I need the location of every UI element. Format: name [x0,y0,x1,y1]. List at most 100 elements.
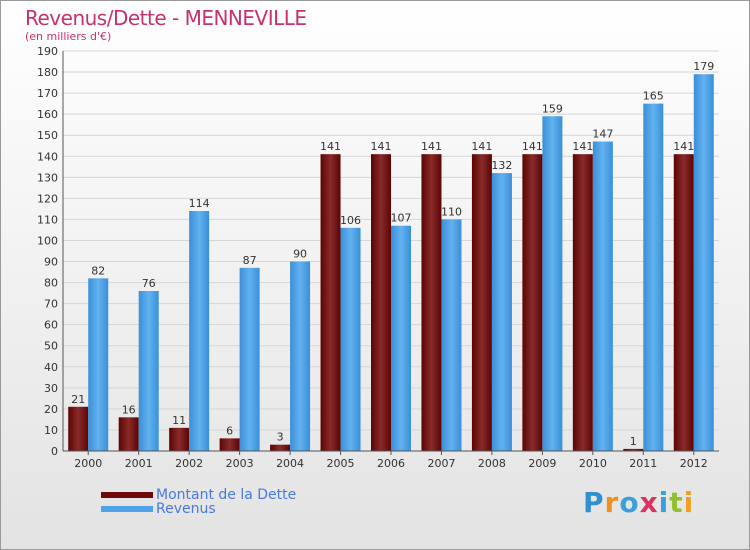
bar-revenus [340,227,361,451]
y-tick-label: 150 [37,129,58,142]
bar-dette [471,154,492,451]
chart-title: Revenus/Dette - MENNEVILLE [25,6,307,30]
logo-letter: P [583,486,605,519]
data-label-revenus: 165 [643,90,664,103]
data-label-revenus: 90 [293,248,307,261]
y-tick-label: 140 [37,150,58,163]
bar-revenus [643,103,664,451]
x-tick-label: 2004 [276,457,304,470]
y-tick-label: 70 [44,298,58,311]
data-label-dette: 141 [471,140,492,153]
data-label-revenus: 110 [441,205,462,218]
bar-dette [320,154,341,451]
chart-subtitle: (en milliers d'€) [25,30,112,43]
y-tick-label: 40 [44,361,58,374]
legend-swatch-revenus [101,506,153,512]
data-label-revenus: 107 [391,212,412,225]
y-tick-label: 130 [37,171,58,184]
y-tick-label: 170 [37,87,58,100]
data-label-revenus: 114 [189,197,210,210]
logo-letter: o [619,486,640,519]
data-label-dette: 1 [630,435,637,448]
bar-dette [118,417,139,451]
bar-revenus [391,225,411,451]
bar-revenus [290,261,311,451]
y-tick-label: 30 [44,382,58,395]
bar-revenus [491,173,512,451]
data-label-revenus: 147 [592,128,613,141]
bar-revenus [239,267,260,451]
bar-revenus [693,74,714,451]
bar-revenus [542,116,563,452]
y-tick-label: 120 [37,192,58,205]
logo-letter: r [604,486,620,519]
bar-dette [68,406,89,451]
y-tick-label: 60 [44,319,58,332]
data-label-dette: 141 [522,140,543,153]
data-label-revenus: 82 [91,264,105,277]
bar-dette [673,154,694,451]
data-label-revenus: 159 [542,102,563,115]
data-label-dette: 141 [371,140,392,153]
data-label-revenus: 76 [142,277,156,290]
x-tick-label: 2012 [680,457,708,470]
x-tick-label: 2005 [327,457,355,470]
x-tick-label: 2003 [226,457,254,470]
data-label-dette: 3 [277,431,284,444]
legend-label-revenus: Revenus [156,501,216,517]
x-tick-label: 2009 [528,457,556,470]
bar-dette [623,448,644,451]
bar-revenus [592,141,613,452]
data-label-revenus: 132 [491,159,512,172]
data-label-revenus: 87 [243,254,257,267]
logo-letter: t [669,486,684,519]
data-label-revenus: 179 [693,60,714,73]
y-tick-label: 110 [37,213,58,226]
data-label-dette: 141 [320,140,341,153]
y-tick-label: 190 [37,45,58,58]
bar-dette [522,154,543,451]
data-label-revenus: 106 [340,214,361,227]
bar-dette [219,438,240,451]
legend-label-dette: Montant de la Dette [156,487,297,503]
data-label-dette: 11 [172,414,186,427]
data-label-dette: 141 [673,140,694,153]
x-tick-label: 2008 [478,457,506,470]
logo-letter: x [639,486,659,519]
x-tick-label: 2001 [125,457,153,470]
y-tick-label: 80 [44,277,58,290]
y-tick-label: 20 [44,403,58,416]
bar-dette [572,154,593,451]
y-tick-label: 0 [51,445,58,458]
y-tick-label: 100 [37,234,58,247]
bar-dette [371,154,391,451]
data-label-dette: 141 [572,140,593,153]
data-label-dette: 6 [226,424,233,437]
bar-dette [270,444,291,451]
y-tick-label: 180 [37,66,58,79]
data-label-dette: 21 [71,393,85,406]
y-tick-label: 160 [37,108,58,121]
bar-revenus [441,219,462,451]
bar-revenus [189,211,210,451]
bar-dette [421,154,442,451]
x-tick-label: 2011 [629,457,657,470]
x-tick-label: 2000 [74,457,102,470]
data-label-dette: 141 [421,140,442,153]
proxiti-logo: Proxiti [583,486,694,519]
bar-revenus [88,278,109,451]
data-label-dette: 16 [122,403,136,416]
x-tick-label: 2010 [579,457,607,470]
x-tick-label: 2002 [175,457,203,470]
bar-dette [169,427,190,451]
bar-revenus [138,291,159,451]
legend-swatch-dette [101,492,153,498]
y-tick-label: 90 [44,256,58,269]
y-tick-label: 50 [44,340,58,353]
y-tick-label: 10 [44,424,58,437]
x-tick-label: 2007 [427,457,455,470]
logo-letter: i [683,486,695,519]
logo-letter: i [658,486,670,519]
